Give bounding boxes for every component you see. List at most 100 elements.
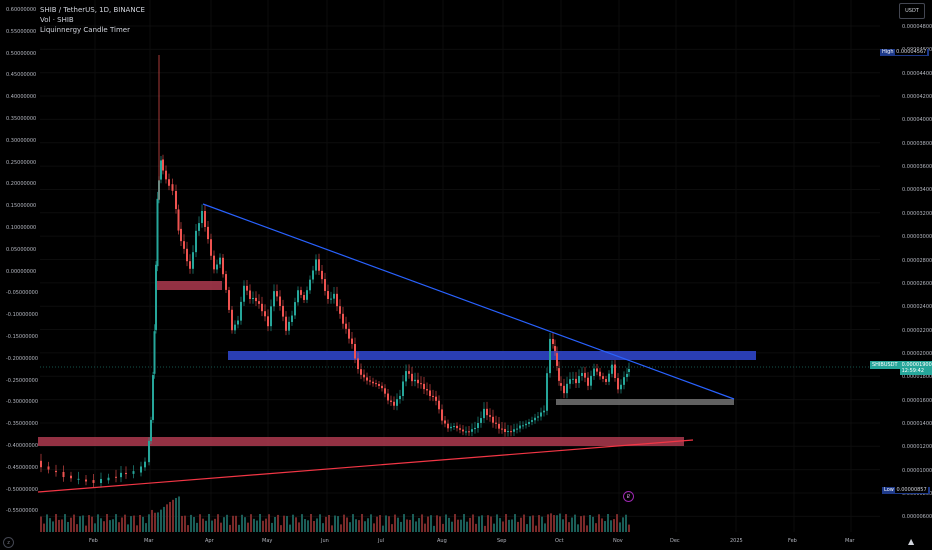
candle-body (148, 440, 150, 463)
volume-bar (58, 519, 60, 532)
symbol-title[interactable]: SHIB / TetherUS, 1D, BINANCE (40, 6, 145, 14)
volume-bar (496, 514, 498, 532)
volume-bar (256, 520, 258, 532)
time-axis-label: 2025 (730, 538, 743, 544)
volume-bar (430, 515, 432, 532)
right-axis-label: 0.00000600 (902, 514, 932, 521)
volume-bar (187, 525, 189, 532)
volume-bar (544, 523, 546, 532)
left-axis-label: 0.25000000 (6, 159, 37, 166)
volume-bar (415, 521, 417, 532)
volume-bar (259, 514, 261, 532)
candle-timer-indicator-label[interactable]: Liquinnergy Candle Timer (40, 26, 130, 34)
candle-body (297, 290, 299, 303)
right-axis-label: 0.00003800 (902, 140, 932, 147)
candle-body (444, 420, 446, 424)
left-axis-label: 0.15000000 (6, 203, 37, 210)
currency-button[interactable]: USDT (899, 3, 925, 19)
volume-bar (409, 519, 411, 532)
volume-bar (445, 514, 447, 532)
volume-bar (238, 524, 240, 532)
candle-body (486, 408, 488, 416)
left-axis-label: 0.05000000 (6, 246, 37, 253)
volume-indicator-label[interactable]: Vol · SHIB (40, 16, 74, 24)
candle-body (483, 408, 485, 419)
candle-body (402, 381, 404, 397)
candle-body (531, 420, 533, 422)
volume-bar (421, 514, 423, 532)
candle-body (471, 429, 473, 432)
volume-bar (175, 497, 177, 532)
time-axis-label: Mar (144, 538, 154, 544)
candle-body (225, 274, 227, 290)
candle-body (216, 264, 218, 270)
volume-bar (136, 525, 138, 532)
left-axis-label: -0.55000000 (6, 508, 39, 515)
high-badge-label: High (882, 49, 894, 55)
candle-body (543, 410, 545, 413)
volume-bar (160, 509, 162, 532)
candle-body (534, 417, 536, 421)
volume-bar (457, 519, 459, 532)
volume-bar (163, 506, 165, 532)
volume-bars (40, 496, 630, 532)
candle-body (384, 388, 386, 394)
volume-bar (106, 514, 108, 532)
volume-bar (580, 516, 582, 532)
volume-bar (526, 524, 528, 532)
volume-bar (550, 513, 552, 532)
candle-body (309, 279, 311, 291)
tradingview-logo-icon[interactable]: ▲ (908, 537, 915, 546)
time-axis-label: Dec (670, 538, 680, 544)
candle-body (441, 409, 443, 421)
candle-body (575, 378, 577, 384)
candle-body (369, 380, 371, 382)
volume-bar (313, 521, 315, 532)
candle-body (339, 306, 341, 314)
volume-bar (547, 514, 549, 532)
candle-body (462, 429, 464, 432)
candle-body (140, 466, 142, 473)
candle-body (390, 400, 392, 402)
volume-bar (211, 520, 213, 532)
right-axis-label: 0.00000800 (902, 491, 932, 497)
left-axis-label: -0.10000000 (6, 312, 39, 319)
volume-bar (586, 525, 588, 532)
candle-body (420, 383, 422, 385)
candle-body (549, 338, 551, 374)
candle-body (255, 297, 257, 302)
candle-body (411, 373, 413, 382)
candle-body (480, 418, 482, 423)
candle-body (107, 477, 110, 481)
candle-body (324, 279, 326, 291)
candle-body (468, 431, 470, 433)
candle-body (189, 261, 191, 269)
candle-body (330, 298, 332, 300)
candle-body (605, 379, 607, 382)
volume-bar (43, 523, 45, 532)
volume-bar (226, 514, 228, 532)
volume-bar (556, 515, 558, 532)
volume-bar (172, 499, 174, 532)
volume-bar (373, 523, 375, 532)
volume-bar (193, 517, 195, 532)
volume-bar (520, 517, 522, 532)
candle-body (435, 396, 437, 401)
gear-icon[interactable]: z (3, 537, 14, 548)
candle-body (558, 368, 560, 381)
candle-body (522, 425, 524, 427)
dividend-marker-icon[interactable]: ₽ (623, 491, 634, 502)
chart-legend[interactable]: SHIB / TetherUS, 1D, BINANCE Vol · SHIB … (40, 5, 145, 35)
last-price-badge: SHIBUSDT 0.00001900 12:59:42 (870, 361, 932, 375)
candle-body (156, 198, 159, 267)
candle-body (243, 285, 245, 302)
candle-body (180, 228, 182, 242)
volume-bar (142, 516, 144, 532)
candle-body (213, 255, 215, 270)
volume-bar (607, 514, 609, 532)
candle-body (249, 290, 251, 299)
supply-zone (157, 281, 222, 290)
left-axis-label: -0.15000000 (6, 334, 39, 340)
candle-body (155, 264, 157, 331)
